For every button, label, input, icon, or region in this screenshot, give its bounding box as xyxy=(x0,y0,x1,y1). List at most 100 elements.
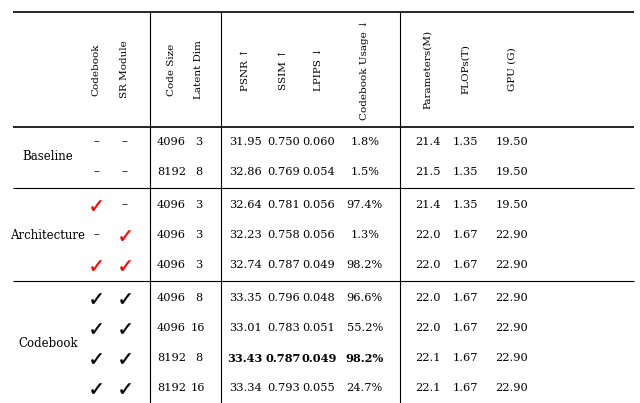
Text: 8192: 8192 xyxy=(157,167,186,177)
Text: 21.4: 21.4 xyxy=(415,137,440,147)
Text: 1.5%: 1.5% xyxy=(350,167,380,177)
Text: 8192: 8192 xyxy=(157,353,186,363)
Text: 1.8%: 1.8% xyxy=(350,137,380,147)
Text: 21.5: 21.5 xyxy=(415,167,440,177)
Text: 4096: 4096 xyxy=(157,293,186,303)
Text: 33.01: 33.01 xyxy=(228,323,262,333)
Text: Codebook: Codebook xyxy=(92,43,100,96)
Text: 4096: 4096 xyxy=(157,137,186,147)
Text: 8: 8 xyxy=(195,353,202,363)
Text: 22.0: 22.0 xyxy=(415,293,440,303)
Text: 0.783: 0.783 xyxy=(267,323,300,333)
Text: 1.67: 1.67 xyxy=(453,293,479,303)
Text: 1.67: 1.67 xyxy=(453,260,479,270)
Text: 31.95: 31.95 xyxy=(228,137,262,147)
Text: 0.056: 0.056 xyxy=(302,200,335,210)
Text: Codebook Usage ↓: Codebook Usage ↓ xyxy=(360,19,369,120)
Text: Code Size: Code Size xyxy=(167,44,176,96)
Text: 8192: 8192 xyxy=(157,383,186,393)
Text: 0.060: 0.060 xyxy=(302,137,335,147)
Text: 1.67: 1.67 xyxy=(453,323,479,333)
Text: 0.796: 0.796 xyxy=(267,293,300,303)
Text: Parameters(M): Parameters(M) xyxy=(423,30,432,109)
Text: 0.054: 0.054 xyxy=(302,167,335,177)
Text: 22.90: 22.90 xyxy=(495,383,529,393)
Text: 3: 3 xyxy=(195,200,202,210)
Text: 55.2%: 55.2% xyxy=(347,323,383,333)
Text: 22.0: 22.0 xyxy=(415,323,440,333)
Text: 0.049: 0.049 xyxy=(302,260,335,270)
Text: SR Module: SR Module xyxy=(120,41,129,98)
Text: 8: 8 xyxy=(195,167,202,177)
Text: 19.50: 19.50 xyxy=(495,200,529,210)
Text: 16: 16 xyxy=(191,323,205,333)
Text: 1.67: 1.67 xyxy=(453,353,479,363)
Text: 0.055: 0.055 xyxy=(302,383,335,393)
Text: 4096: 4096 xyxy=(157,260,186,270)
Text: FLOPs(T): FLOPs(T) xyxy=(461,45,470,94)
Text: SSIM ↑: SSIM ↑ xyxy=(279,49,288,90)
Text: 1.3%: 1.3% xyxy=(350,230,380,240)
Text: 32.74: 32.74 xyxy=(228,260,262,270)
Text: 0.048: 0.048 xyxy=(302,293,335,303)
Text: 22.1: 22.1 xyxy=(415,383,440,393)
Text: 22.90: 22.90 xyxy=(495,353,529,363)
Text: 0.787: 0.787 xyxy=(267,260,300,270)
Text: LPIPS ↓: LPIPS ↓ xyxy=(314,48,323,91)
Text: 0.758: 0.758 xyxy=(267,230,300,240)
Text: 98.2%: 98.2% xyxy=(347,260,383,270)
Text: 22.90: 22.90 xyxy=(495,293,529,303)
Text: 3: 3 xyxy=(195,230,202,240)
Text: 21.4: 21.4 xyxy=(415,200,440,210)
Text: 32.64: 32.64 xyxy=(228,200,262,210)
Text: 1.35: 1.35 xyxy=(453,200,479,210)
Text: 4096: 4096 xyxy=(157,230,186,240)
Text: 0.049: 0.049 xyxy=(301,353,337,364)
Text: 98.2%: 98.2% xyxy=(346,353,384,364)
Text: 0.781: 0.781 xyxy=(267,200,300,210)
Text: 3: 3 xyxy=(195,260,202,270)
Text: Codebook: Codebook xyxy=(18,337,78,349)
Text: 1.67: 1.67 xyxy=(453,230,479,240)
Text: –: – xyxy=(122,165,128,179)
Text: 1.35: 1.35 xyxy=(453,137,479,147)
Text: Architecture: Architecture xyxy=(10,229,86,241)
Text: 22.90: 22.90 xyxy=(495,323,529,333)
Text: 22.1: 22.1 xyxy=(415,353,440,363)
Text: 4096: 4096 xyxy=(157,200,186,210)
Text: 33.43: 33.43 xyxy=(227,353,263,364)
Text: 22.0: 22.0 xyxy=(415,230,440,240)
Text: 1.35: 1.35 xyxy=(453,167,479,177)
Text: 32.23: 32.23 xyxy=(228,230,262,240)
Text: 32.86: 32.86 xyxy=(228,167,262,177)
Text: 8: 8 xyxy=(195,293,202,303)
Text: PSNR ↑: PSNR ↑ xyxy=(241,48,250,91)
Text: 22.90: 22.90 xyxy=(495,260,529,270)
Text: 24.7%: 24.7% xyxy=(347,383,383,393)
Text: 33.34: 33.34 xyxy=(228,383,262,393)
Text: 0.051: 0.051 xyxy=(302,323,335,333)
Text: 0.769: 0.769 xyxy=(267,167,300,177)
Text: Baseline: Baseline xyxy=(22,150,74,163)
Text: GPU (G): GPU (G) xyxy=(508,48,516,91)
Text: 1.67: 1.67 xyxy=(453,383,479,393)
Text: –: – xyxy=(93,135,99,148)
Text: Latent Dim: Latent Dim xyxy=(194,40,203,99)
Text: –: – xyxy=(93,229,99,241)
Text: 3: 3 xyxy=(195,137,202,147)
Text: 0.787: 0.787 xyxy=(266,353,301,364)
Text: 22.0: 22.0 xyxy=(415,260,440,270)
Text: 97.4%: 97.4% xyxy=(347,200,383,210)
Text: 0.793: 0.793 xyxy=(267,383,300,393)
Text: –: – xyxy=(122,135,128,148)
Text: 16: 16 xyxy=(191,383,205,393)
Text: 19.50: 19.50 xyxy=(495,167,529,177)
Text: 22.90: 22.90 xyxy=(495,230,529,240)
Text: 19.50: 19.50 xyxy=(495,137,529,147)
Text: –: – xyxy=(122,199,128,212)
Text: 96.6%: 96.6% xyxy=(347,293,383,303)
Text: 0.750: 0.750 xyxy=(267,137,300,147)
Text: 4096: 4096 xyxy=(157,323,186,333)
Text: 33.35: 33.35 xyxy=(228,293,262,303)
Text: 0.056: 0.056 xyxy=(302,230,335,240)
